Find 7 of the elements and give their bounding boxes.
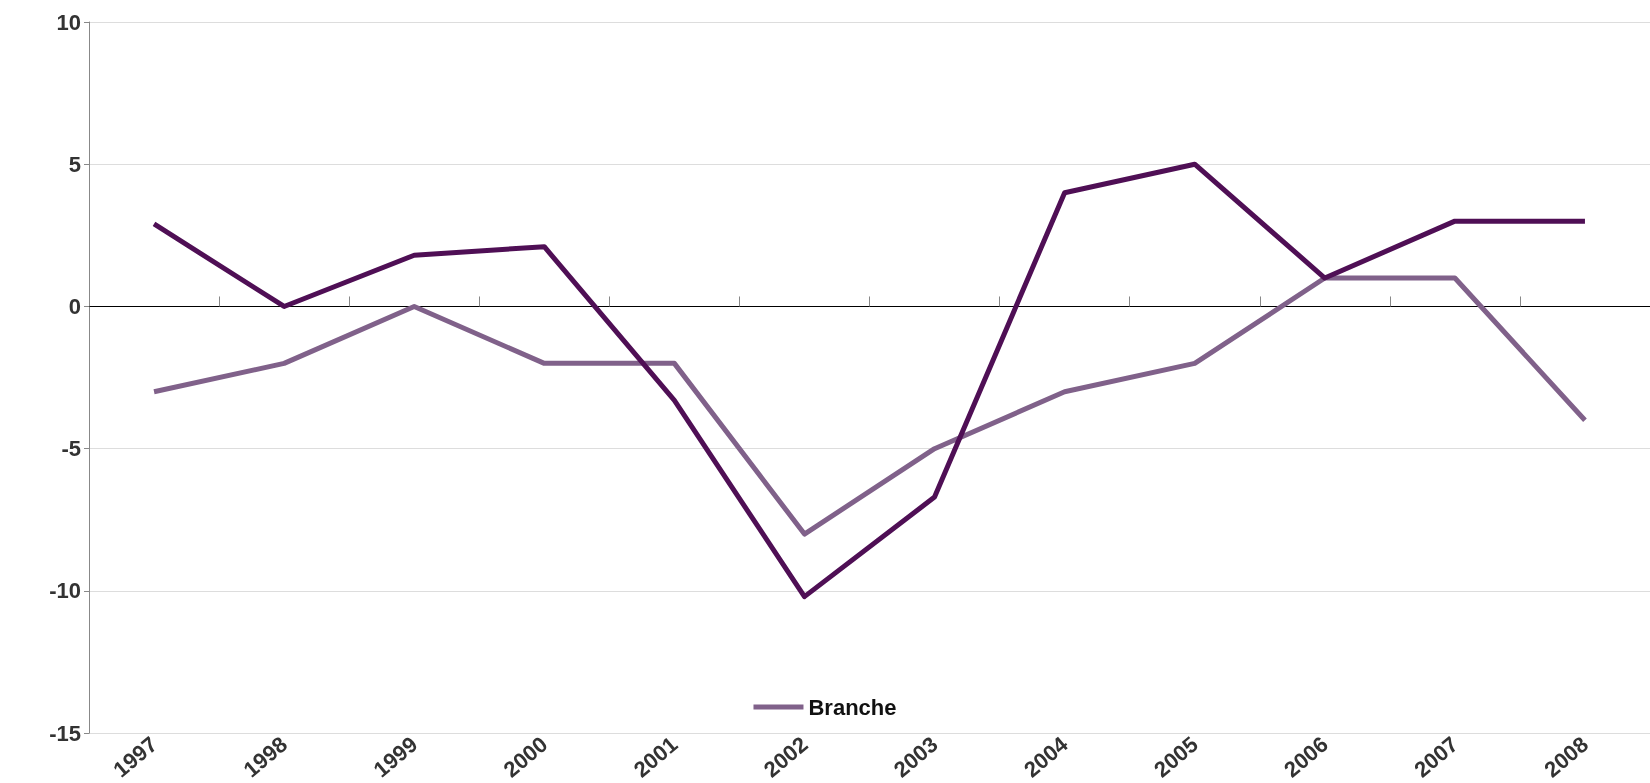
y-tick-label: 0	[68, 293, 81, 319]
y-tick-label: -10	[49, 578, 81, 604]
y-tick-label: 10	[56, 9, 81, 35]
y-tick-label: -15	[49, 720, 81, 746]
legend-label: Branche	[808, 694, 897, 720]
y-tick-label: -5	[61, 436, 81, 462]
y-tick-label: 5	[68, 151, 81, 177]
